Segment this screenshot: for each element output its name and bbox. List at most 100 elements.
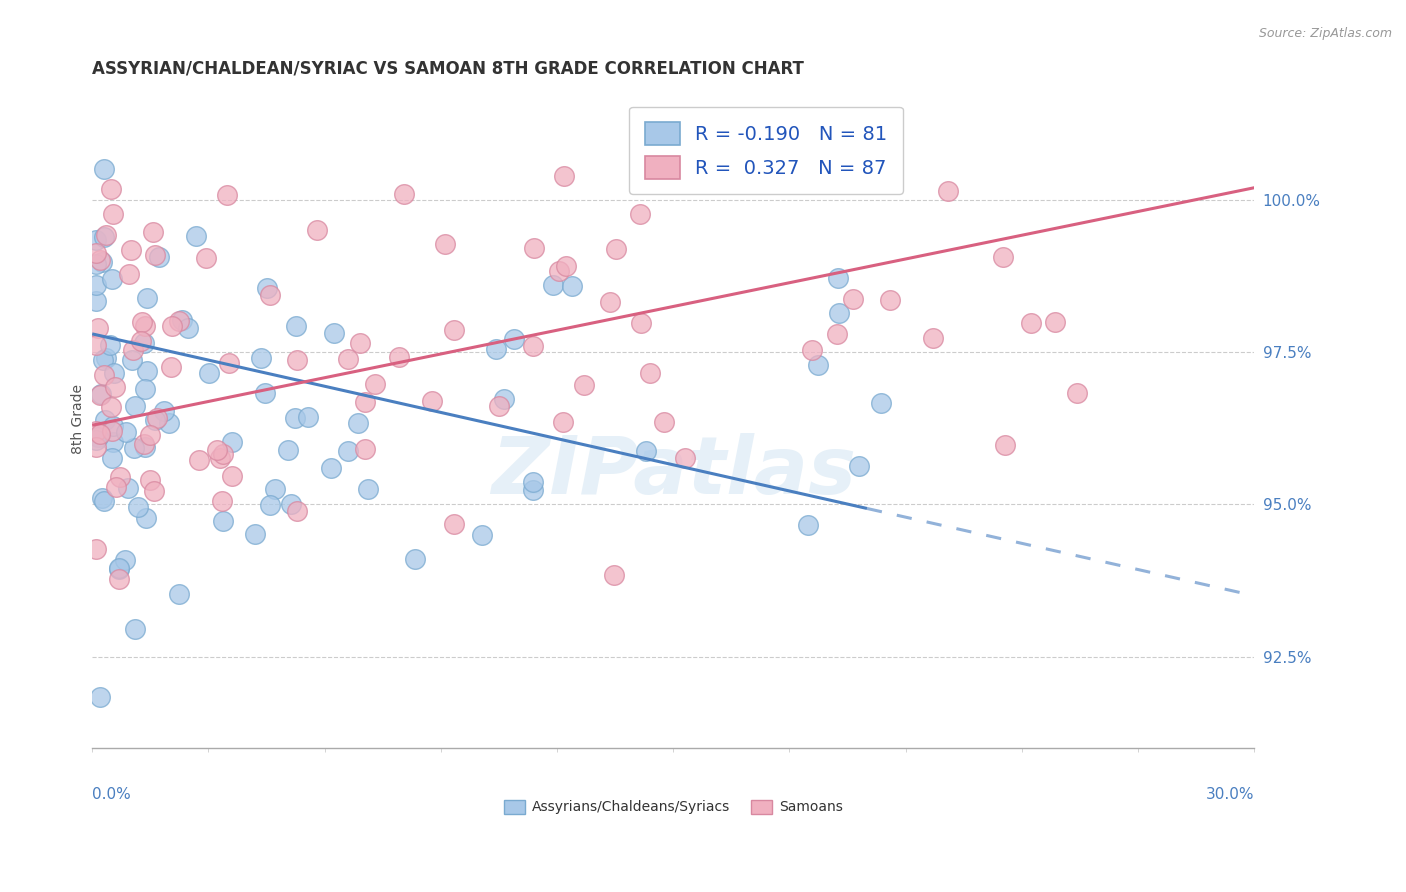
Point [321, 460, 343, 475]
Point [848, 458, 870, 473]
Point [285, 353, 308, 368]
Point [100, 182, 122, 196]
Point [100, 400, 122, 414]
Point [1021, 316, 1043, 330]
Point [323, 326, 346, 340]
Point [218, 356, 240, 370]
Point [349, 335, 371, 350]
Point [209, 451, 232, 466]
Point [84, 245, 107, 260]
Point [336, 351, 359, 366]
Point [89, 387, 111, 401]
Point [142, 225, 165, 239]
Point [91, 491, 114, 505]
Point [522, 338, 544, 352]
Point [157, 416, 180, 430]
Point [101, 450, 124, 465]
Point [84, 434, 107, 448]
Point [134, 440, 156, 454]
Point [143, 247, 166, 261]
Y-axis label: 8th Grade: 8th Grade [72, 384, 86, 454]
Point [100, 425, 122, 439]
Point [134, 382, 156, 396]
Point [139, 428, 162, 442]
Text: ZIPatlas: ZIPatlas [491, 433, 856, 511]
Point [259, 288, 281, 302]
Point [108, 562, 131, 576]
Point [98, 338, 121, 352]
Point [120, 243, 142, 257]
Point [89, 427, 111, 442]
Point [94, 413, 117, 427]
Point [212, 514, 235, 528]
Point [652, 415, 675, 429]
Point [136, 291, 159, 305]
Point [89, 252, 111, 267]
Point [842, 292, 865, 306]
Point [135, 364, 157, 378]
Point [827, 271, 849, 285]
Point [827, 305, 849, 319]
Point [152, 404, 174, 418]
Point [84, 293, 107, 308]
Point [869, 396, 891, 410]
Point [259, 498, 281, 512]
Point [488, 399, 510, 413]
Point [243, 526, 266, 541]
Point [250, 351, 273, 366]
Point [297, 409, 319, 424]
Point [87, 321, 110, 335]
Point [93, 493, 115, 508]
Point [187, 453, 209, 467]
Point [122, 441, 145, 455]
Point [284, 411, 307, 425]
Point [124, 622, 146, 636]
Point [84, 233, 107, 247]
Text: Source: ZipAtlas.com: Source: ZipAtlas.com [1258, 27, 1392, 40]
Point [523, 242, 546, 256]
Point [801, 343, 824, 358]
Point [122, 343, 145, 357]
Point [420, 394, 443, 409]
Point [127, 500, 149, 514]
Point [628, 207, 651, 221]
Point [212, 447, 235, 461]
Point [221, 469, 243, 483]
Point [388, 350, 411, 364]
Point [443, 516, 465, 531]
Point [146, 410, 169, 425]
Point [139, 473, 162, 487]
Point [103, 419, 125, 434]
Point [277, 443, 299, 458]
Point [104, 380, 127, 394]
Point [103, 366, 125, 380]
Point [198, 367, 221, 381]
Point [132, 436, 155, 450]
Point [522, 483, 544, 497]
Point [170, 312, 193, 326]
Point [443, 323, 465, 337]
Point [807, 358, 830, 372]
Point [184, 228, 207, 243]
Point [922, 331, 945, 345]
Point [131, 315, 153, 329]
Point [356, 482, 378, 496]
Point [797, 518, 820, 533]
Point [167, 314, 190, 328]
Point [205, 442, 228, 457]
Point [84, 541, 107, 556]
Point [91, 353, 114, 368]
Text: ASSYRIAN/CHALDEAN/SYRIAC VS SAMOAN 8TH GRADE CORRELATION CHART: ASSYRIAN/CHALDEAN/SYRIAC VS SAMOAN 8TH G… [93, 60, 804, 78]
Point [284, 318, 307, 333]
Point [716, 162, 738, 177]
Point [90, 386, 112, 401]
Point [177, 321, 200, 335]
Point [115, 425, 138, 439]
Point [1066, 386, 1088, 401]
Point [84, 338, 107, 352]
Point [991, 250, 1014, 264]
Point [673, 450, 696, 465]
Point [101, 271, 124, 285]
Point [91, 255, 114, 269]
Point [143, 483, 166, 498]
